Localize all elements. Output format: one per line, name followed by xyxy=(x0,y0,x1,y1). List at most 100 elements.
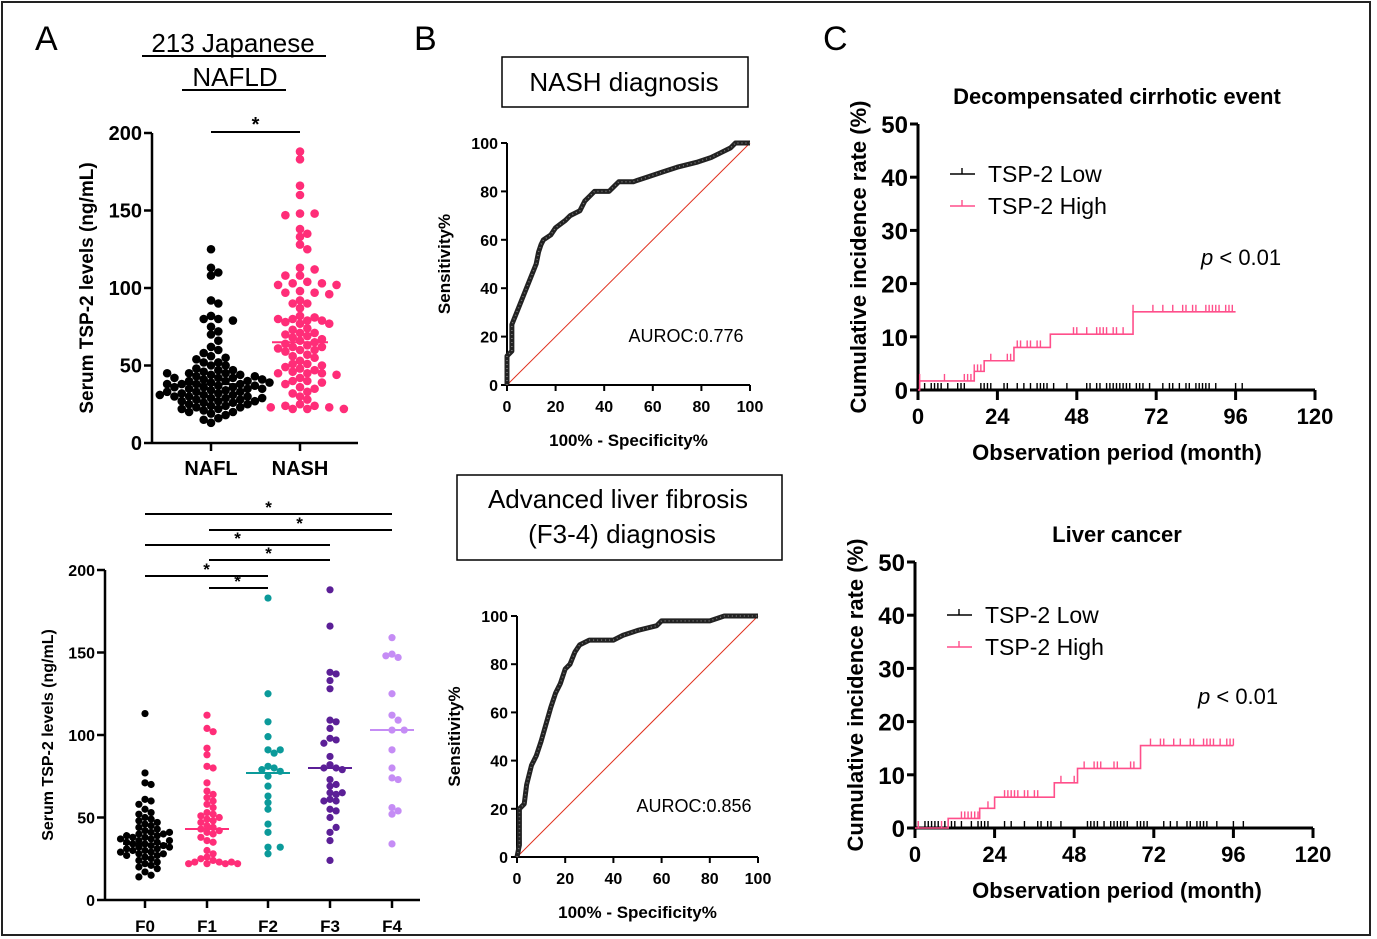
a_top-data-point xyxy=(184,407,194,417)
a_bottom-data-point xyxy=(209,804,217,812)
a_bottom-data-point xyxy=(141,860,149,868)
a_top-data-point xyxy=(281,339,290,349)
a_top-data-point xyxy=(214,413,223,423)
a_bottom-data-point xyxy=(388,650,396,658)
c_bottom-y-tick-label: 50 xyxy=(878,550,905,577)
a_top-data-point xyxy=(214,373,223,383)
a_bottom-data-point xyxy=(388,810,396,818)
a_bottom-data-point xyxy=(203,837,211,845)
a_bottom-data-point xyxy=(203,724,211,733)
a_bottom-data-point xyxy=(203,744,211,752)
a_bottom-data-point xyxy=(203,787,211,795)
a_bottom-data-point xyxy=(209,728,217,736)
a_top-data-point xyxy=(303,404,312,414)
a_top-y-axis-label: Serum TSP-2 levels (ng/mL) xyxy=(77,162,98,413)
a_bottom-data-point xyxy=(147,808,155,817)
a_bottom-data-point xyxy=(264,792,272,800)
a_top-data-point xyxy=(295,382,305,392)
a_bottom-data-point xyxy=(209,830,217,838)
a_bottom-data-point xyxy=(394,807,402,815)
a_top-data-point xyxy=(317,279,327,288)
a_top-data-point xyxy=(295,271,305,280)
a_top-data-point xyxy=(192,395,201,404)
a-title-line2: NAFLD xyxy=(192,62,277,92)
b_bottom-x-axis-label: 100% - Specificity% xyxy=(558,903,717,922)
a_bottom-data-point xyxy=(326,795,334,803)
c_bottom-y-axis-label: Cumulative incidence rate (%) xyxy=(843,539,868,852)
a_bottom-data-point xyxy=(326,789,334,797)
a_top-data-point xyxy=(177,389,187,398)
a_bottom-data-point xyxy=(153,858,161,866)
a_top-data-point xyxy=(228,373,238,383)
a_top-data-point xyxy=(295,328,305,338)
a_bottom-data-point xyxy=(147,871,155,879)
a_bottom-y-axis-label: Serum TSP-2 levels (ng/mL) xyxy=(40,629,57,841)
b_top-y-tick-label: 0 xyxy=(489,378,498,395)
a_top-data-point xyxy=(206,322,216,332)
b_bottom-y-tick-label: 0 xyxy=(499,850,508,867)
panel-label-a: A xyxy=(35,20,58,58)
b_top-x-tick-label: 0 xyxy=(503,399,512,416)
a_top-data-point xyxy=(206,386,216,395)
a_top-data-point xyxy=(199,406,208,415)
a_top-data-point xyxy=(206,296,216,305)
a_bottom-significance-star: * xyxy=(265,498,272,517)
a_bottom-data-point xyxy=(326,622,334,630)
b_top-y-tick-label: 80 xyxy=(480,184,498,201)
a_bottom-data-point xyxy=(203,711,211,719)
a_top-data-point xyxy=(295,356,305,366)
a_bottom-data-point xyxy=(141,846,149,855)
a_bottom-significance-star: * xyxy=(234,572,241,591)
a_bottom-data-point xyxy=(203,815,211,823)
c_top-curve-high xyxy=(918,310,1236,391)
a_top-data-point xyxy=(214,345,223,355)
c_bottom-legend-label: TSP-2 High xyxy=(985,634,1104,660)
a_bottom-data-point xyxy=(276,843,284,851)
a_top-data-point xyxy=(295,303,305,313)
a_top-data-point xyxy=(310,313,319,322)
b_bottom-roc-curve-points xyxy=(516,615,758,858)
a_top-data-point xyxy=(295,209,305,218)
a_top-data-point xyxy=(310,365,319,375)
a_top-data-point xyxy=(214,365,223,375)
a_bottom-data-point xyxy=(332,736,340,744)
a_bottom-data-point xyxy=(264,594,272,602)
a_top-data-point xyxy=(265,378,274,387)
a_top-data-point xyxy=(221,401,230,411)
a_top-data-point xyxy=(177,396,187,406)
c_top-y-axis-label: Cumulative incidence rate (%) xyxy=(846,101,871,414)
a_bottom-data-point xyxy=(388,804,396,812)
a_bottom-data-point xyxy=(326,775,334,784)
a_bottom-data-point xyxy=(147,835,155,843)
a_top-data-point xyxy=(206,401,216,411)
a_top-data-point xyxy=(273,368,283,378)
a_bottom-data-point xyxy=(394,775,402,784)
a_bottom-data-point xyxy=(270,749,278,757)
a_bottom-data-point xyxy=(147,822,155,830)
a_bottom-data-point xyxy=(203,800,211,808)
a_bottom-data-point xyxy=(264,820,272,828)
a_bottom-data-point xyxy=(264,843,272,851)
c_top-x-tick-label: 96 xyxy=(1223,404,1247,429)
a_top-data-point xyxy=(221,410,230,420)
b_top-y-tick-label: 100 xyxy=(471,136,498,153)
a_top-data-point xyxy=(324,403,334,412)
a_bottom-data-point xyxy=(129,846,137,855)
a_bottom-data-point xyxy=(135,837,143,845)
a_top-data-point xyxy=(206,351,216,361)
c_top-y-tick-label: 30 xyxy=(881,218,908,245)
b_bottom-reference-line xyxy=(516,615,759,858)
a_bottom-x-tick-label: F0 xyxy=(135,917,155,936)
a_top-data-point xyxy=(214,396,223,406)
a_top-data-point xyxy=(250,396,260,406)
a_top-data-point xyxy=(243,399,252,409)
a_top-data-point xyxy=(206,311,216,321)
a_top-data-point xyxy=(273,314,283,324)
b_top-y-axis-label: Sensitivity% xyxy=(435,214,454,314)
a_bottom-data-point xyxy=(141,813,149,822)
a_bottom-data-point xyxy=(264,762,272,770)
a_bottom-data-point xyxy=(197,818,205,827)
a_top-data-point xyxy=(192,355,201,364)
a_top-data-point xyxy=(281,271,290,280)
